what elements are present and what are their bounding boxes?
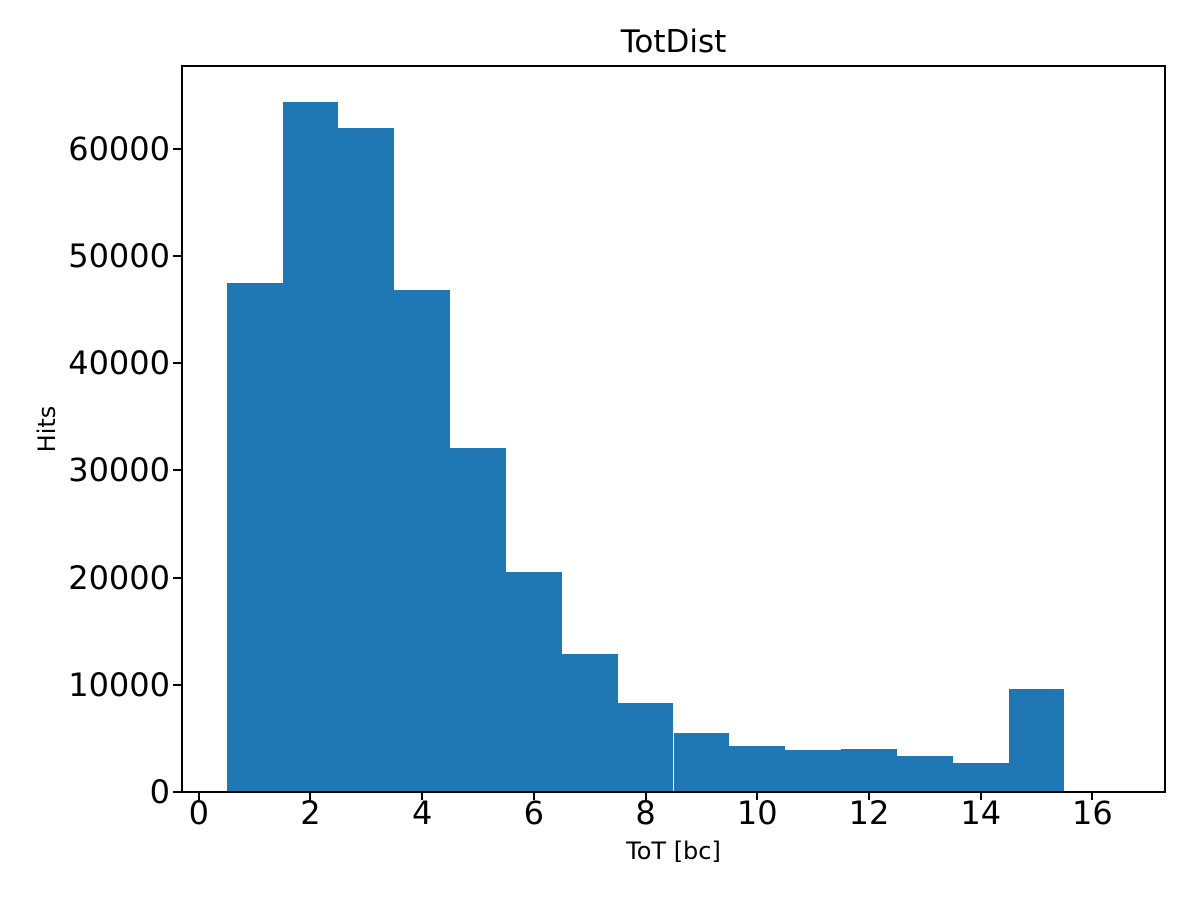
x-tick-label: 10 [736,794,778,832]
x-tick-label: 8 [635,794,656,832]
x-tick-mark [197,793,200,800]
x-tick-mark [756,793,759,800]
x-tick-mark [979,793,982,800]
y-tick-label: 10000 [68,665,170,704]
histogram-bar [505,572,562,792]
x-tick-label: 6 [523,794,545,832]
histogram-bar [561,653,618,792]
x-tick-label: 0 [188,794,209,832]
y-tick-mark [173,362,181,365]
histogram-bar [338,128,395,792]
y-tick-label: 30000 [68,451,170,490]
histogram-bar [729,745,786,792]
y-tick-mark [173,683,181,686]
y-tick-label: 40000 [68,344,170,383]
x-tick-mark [1091,793,1094,800]
histogram-bar [450,447,506,792]
histogram-bar [785,750,842,792]
histogram-bar [952,763,1009,792]
chart-title: TotDist [620,24,727,60]
x-tick-mark [867,793,870,800]
histogram-bar [896,755,953,792]
y-tick-mark [173,791,181,793]
histogram-bar [1008,689,1065,792]
bars-layer [182,66,1165,792]
y-tick-mark [173,147,181,150]
x-tick-mark [644,793,647,800]
x-tick-label: 14 [960,794,1002,832]
histogram-bar [841,749,897,792]
x-tick-label: 12 [848,794,890,832]
x-axis-label: ToT [bc] [626,837,721,865]
y-tick-label: 60000 [68,129,170,168]
histogram-bar [282,102,339,792]
x-tick-mark [309,793,312,800]
y-tick-mark [173,469,181,472]
y-axis-label: Hits [32,405,61,453]
histogram-bar [673,733,730,792]
y-tick-label: 20000 [68,558,170,597]
y-tick-label: 50000 [68,236,170,275]
y-tick-mark [173,576,181,579]
histogram-bar [394,290,451,792]
y-tick-label: 0 [149,773,170,811]
y-tick-mark [173,254,181,257]
x-tick-mark [532,793,535,800]
x-tick-label: 4 [411,794,433,832]
x-tick-label: 2 [300,794,321,832]
histogram-bar [617,702,674,792]
x-tick-mark [421,793,424,800]
x-tick-label: 16 [1072,794,1113,832]
histogram-bar [226,282,283,792]
